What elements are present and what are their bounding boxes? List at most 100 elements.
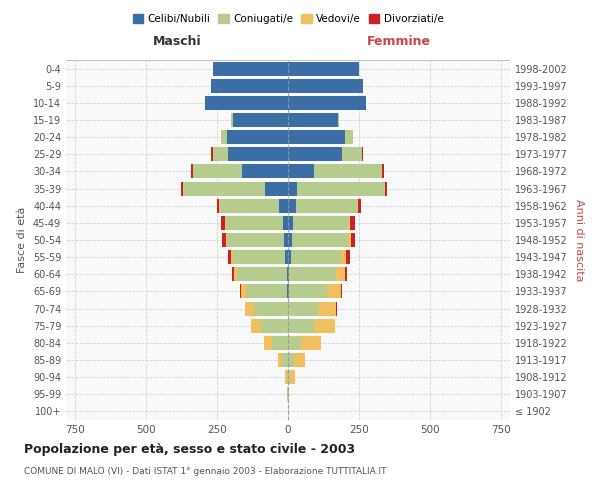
- Bar: [227, 233, 288, 247]
- Bar: [205, 96, 288, 110]
- Bar: [233, 250, 288, 264]
- Bar: [288, 113, 339, 127]
- Bar: [221, 216, 288, 230]
- Bar: [193, 164, 288, 178]
- Bar: [288, 96, 366, 110]
- Bar: [264, 336, 288, 350]
- Bar: [231, 113, 288, 127]
- Bar: [212, 62, 288, 76]
- Bar: [265, 182, 288, 196]
- Bar: [288, 336, 321, 350]
- Bar: [288, 198, 357, 212]
- Bar: [288, 182, 296, 196]
- Bar: [288, 113, 339, 127]
- Bar: [288, 216, 349, 230]
- Bar: [288, 302, 337, 316]
- Bar: [288, 233, 350, 247]
- Bar: [211, 148, 288, 162]
- Bar: [288, 233, 355, 247]
- Text: COMUNE DI MALO (VI) - Dati ISTAT 1° gennaio 2003 - Elaborazione TUTTITALIA.IT: COMUNE DI MALO (VI) - Dati ISTAT 1° genn…: [24, 468, 386, 476]
- Legend: Celibi/Nubili, Coniugati/e, Vedovi/e, Divorziati/e: Celibi/Nubili, Coniugati/e, Vedovi/e, Di…: [128, 10, 448, 29]
- Bar: [288, 130, 353, 144]
- Text: Popolazione per età, sesso e stato civile - 2003: Popolazione per età, sesso e stato civil…: [24, 442, 355, 456]
- Bar: [288, 164, 314, 178]
- Bar: [285, 370, 288, 384]
- Bar: [220, 198, 288, 212]
- Bar: [288, 250, 291, 264]
- Bar: [288, 78, 364, 92]
- Bar: [283, 216, 288, 230]
- Bar: [211, 78, 288, 92]
- Bar: [272, 336, 288, 350]
- Bar: [288, 62, 359, 76]
- Bar: [288, 370, 290, 384]
- Bar: [284, 233, 288, 247]
- Bar: [288, 302, 337, 316]
- Bar: [288, 78, 364, 92]
- Bar: [221, 130, 288, 144]
- Bar: [205, 96, 288, 110]
- Bar: [288, 182, 385, 196]
- Y-axis label: Fasce di età: Fasce di età: [17, 207, 27, 273]
- Bar: [288, 164, 382, 178]
- Bar: [288, 62, 359, 76]
- Bar: [285, 250, 288, 264]
- Bar: [288, 130, 345, 144]
- Bar: [245, 302, 288, 316]
- Bar: [251, 318, 288, 332]
- Bar: [278, 353, 288, 367]
- Bar: [288, 216, 293, 230]
- Bar: [211, 78, 288, 92]
- Bar: [288, 268, 347, 281]
- Bar: [227, 250, 288, 264]
- Bar: [288, 388, 289, 402]
- Bar: [288, 318, 335, 332]
- Bar: [288, 148, 362, 162]
- Bar: [288, 268, 345, 281]
- Bar: [261, 318, 288, 332]
- Bar: [231, 113, 288, 127]
- Bar: [233, 113, 288, 127]
- Bar: [288, 148, 342, 162]
- Bar: [212, 62, 288, 76]
- Bar: [221, 130, 288, 144]
- Bar: [288, 233, 348, 247]
- Bar: [234, 268, 288, 281]
- Bar: [288, 198, 361, 212]
- Bar: [288, 336, 301, 350]
- Bar: [288, 233, 292, 247]
- Bar: [242, 164, 288, 178]
- Bar: [288, 268, 289, 281]
- Bar: [288, 113, 339, 127]
- Bar: [226, 233, 288, 247]
- Bar: [211, 78, 288, 92]
- Bar: [228, 148, 288, 162]
- Bar: [288, 284, 327, 298]
- Bar: [288, 284, 341, 298]
- Bar: [280, 198, 288, 212]
- Bar: [288, 78, 364, 92]
- Bar: [217, 198, 288, 212]
- Bar: [288, 284, 342, 298]
- Bar: [288, 318, 335, 332]
- Bar: [288, 148, 362, 162]
- Bar: [182, 182, 288, 196]
- Bar: [241, 284, 288, 298]
- Bar: [232, 268, 288, 281]
- Bar: [288, 353, 305, 367]
- Bar: [288, 198, 296, 212]
- Bar: [191, 164, 288, 178]
- Bar: [288, 164, 382, 178]
- Bar: [237, 268, 288, 281]
- Bar: [245, 302, 288, 316]
- Bar: [288, 268, 337, 281]
- Bar: [193, 164, 288, 178]
- Bar: [246, 284, 288, 298]
- Y-axis label: Anni di nascita: Anni di nascita: [574, 198, 584, 281]
- Text: Femmine: Femmine: [367, 35, 431, 48]
- Bar: [288, 130, 353, 144]
- Bar: [288, 62, 359, 76]
- Bar: [212, 62, 288, 76]
- Bar: [227, 130, 288, 144]
- Bar: [278, 353, 288, 367]
